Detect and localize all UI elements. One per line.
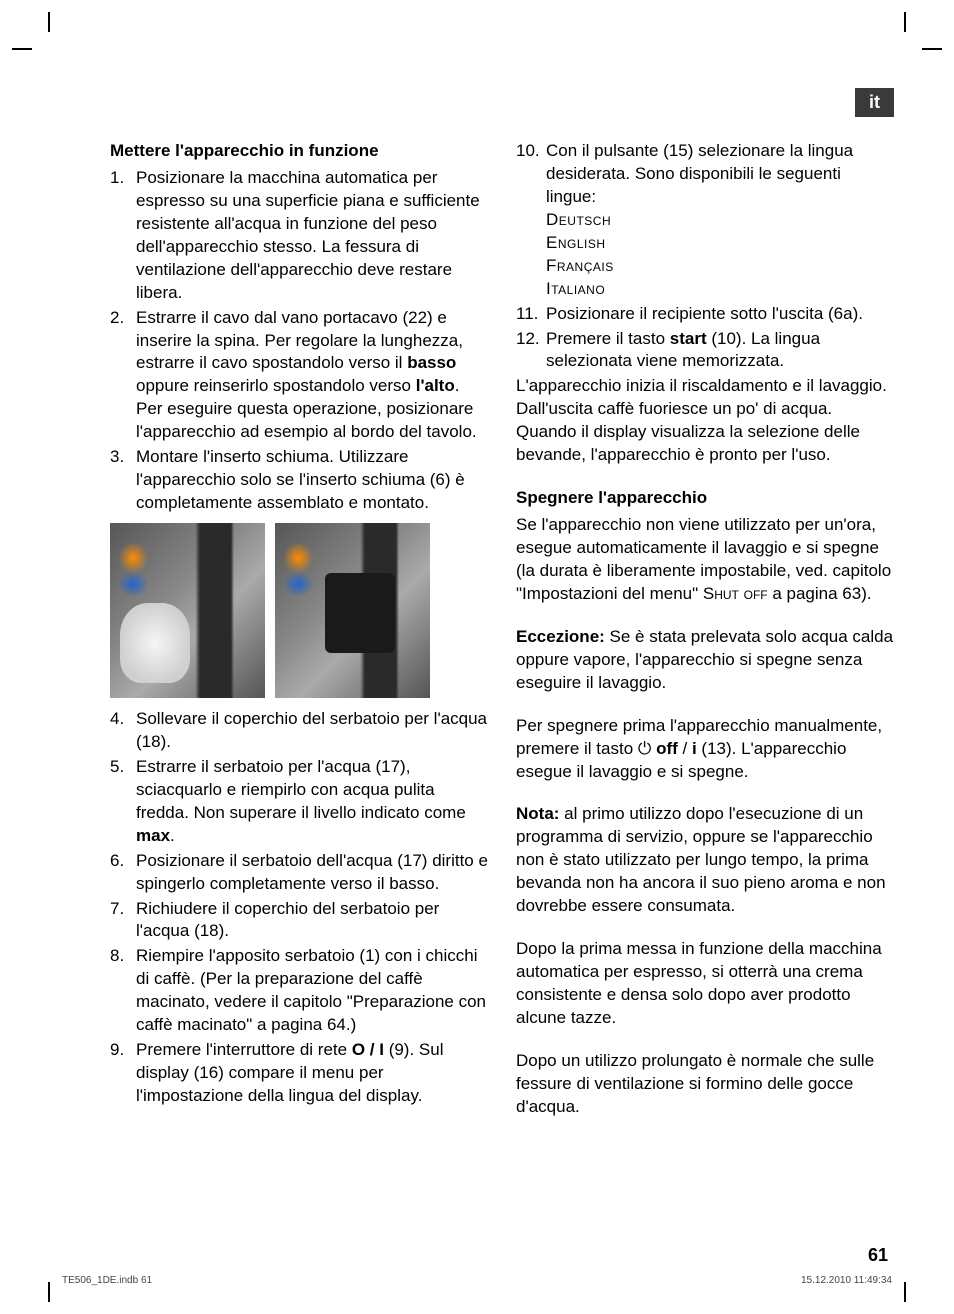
para-shutdown-1: Se l'apparecchio non viene utilizzato pe… (516, 514, 894, 606)
para-manual-off: Per spegnere prima l'apparecchio manualm… (516, 715, 894, 784)
list-item: Con il pulsante (15) selezionare la ling… (516, 140, 894, 301)
crop-mark (904, 1282, 906, 1302)
list-item: Premere l'interruttore di rete O / I (9)… (110, 1039, 488, 1108)
left-column: Mettere l'apparecchio in funzione Posizi… (110, 140, 488, 1139)
crop-mark (922, 48, 942, 50)
lang-francais: Français (546, 255, 894, 278)
heading-start: Mettere l'apparecchio in funzione (110, 140, 488, 163)
para-exception: Eccezione: Se è stata prelevata solo acq… (516, 626, 894, 695)
para-drops: Dopo un utilizzo prolungato è normale ch… (516, 1050, 894, 1119)
list-item: Riempire l'apposito serbatoio (1) con i … (110, 945, 488, 1037)
lang-italiano: Italiano (546, 278, 894, 301)
list-item: Posizionare la macchina automatica per e… (110, 167, 488, 305)
content-area: Mettere l'apparecchio in funzione Posizi… (110, 140, 894, 1139)
para-after-list: L'apparecchio inizia il riscaldamento e … (516, 375, 894, 467)
list-item: Richiudere il coperchio del serbatoio pe… (110, 898, 488, 944)
list-item: Estrarre il serbatoio per l'acqua (17), … (110, 756, 488, 848)
figure-foam-insert-1 (110, 523, 265, 698)
item-10-text: Con il pulsante (15) selezionare la ling… (546, 141, 853, 206)
figure-row (110, 523, 488, 698)
list-item: Posizionare il serbatoio dell'acqua (17)… (110, 850, 488, 896)
page-number: 61 (868, 1245, 888, 1266)
language-tag: it (855, 88, 894, 117)
footer-timestamp: 15.12.2010 11:49:34 (801, 1275, 892, 1286)
figure-foam-insert-2 (275, 523, 430, 698)
list-item: Sollevare il coperchio del serbatoio per… (110, 708, 488, 754)
heading-shutdown: Spegnere l'apparecchio (516, 487, 894, 510)
right-column: Con il pulsante (15) selezionare la ling… (516, 140, 894, 1139)
lang-deutsch: Deutsch (546, 209, 894, 232)
crop-mark (48, 1282, 50, 1302)
crop-mark (904, 12, 906, 32)
list-item: Posizionare il recipiente sotto l'uscita… (516, 303, 894, 326)
list-4-9: Sollevare il coperchio del serbatoio per… (110, 708, 488, 1108)
list-item: Montare l'inserto schiuma. Utilizzare l'… (110, 446, 488, 515)
para-note: Nota: al primo utilizzo dopo l'esecuzion… (516, 803, 894, 918)
para-crema: Dopo la prima messa in funzione della ma… (516, 938, 894, 1030)
list-item: Estrarre il cavo dal vano portacavo (22)… (110, 307, 488, 445)
list-item: Premere il tasto start (10). La lingua s… (516, 328, 894, 374)
list-10-12: Con il pulsante (15) selezionare la ling… (516, 140, 894, 373)
crop-mark (48, 12, 50, 32)
crop-mark (12, 48, 32, 50)
footer-filename: TE506_1DE.indb 61 (62, 1275, 152, 1286)
lang-english: English (546, 232, 894, 255)
list-1-3: Posizionare la macchina automatica per e… (110, 167, 488, 515)
